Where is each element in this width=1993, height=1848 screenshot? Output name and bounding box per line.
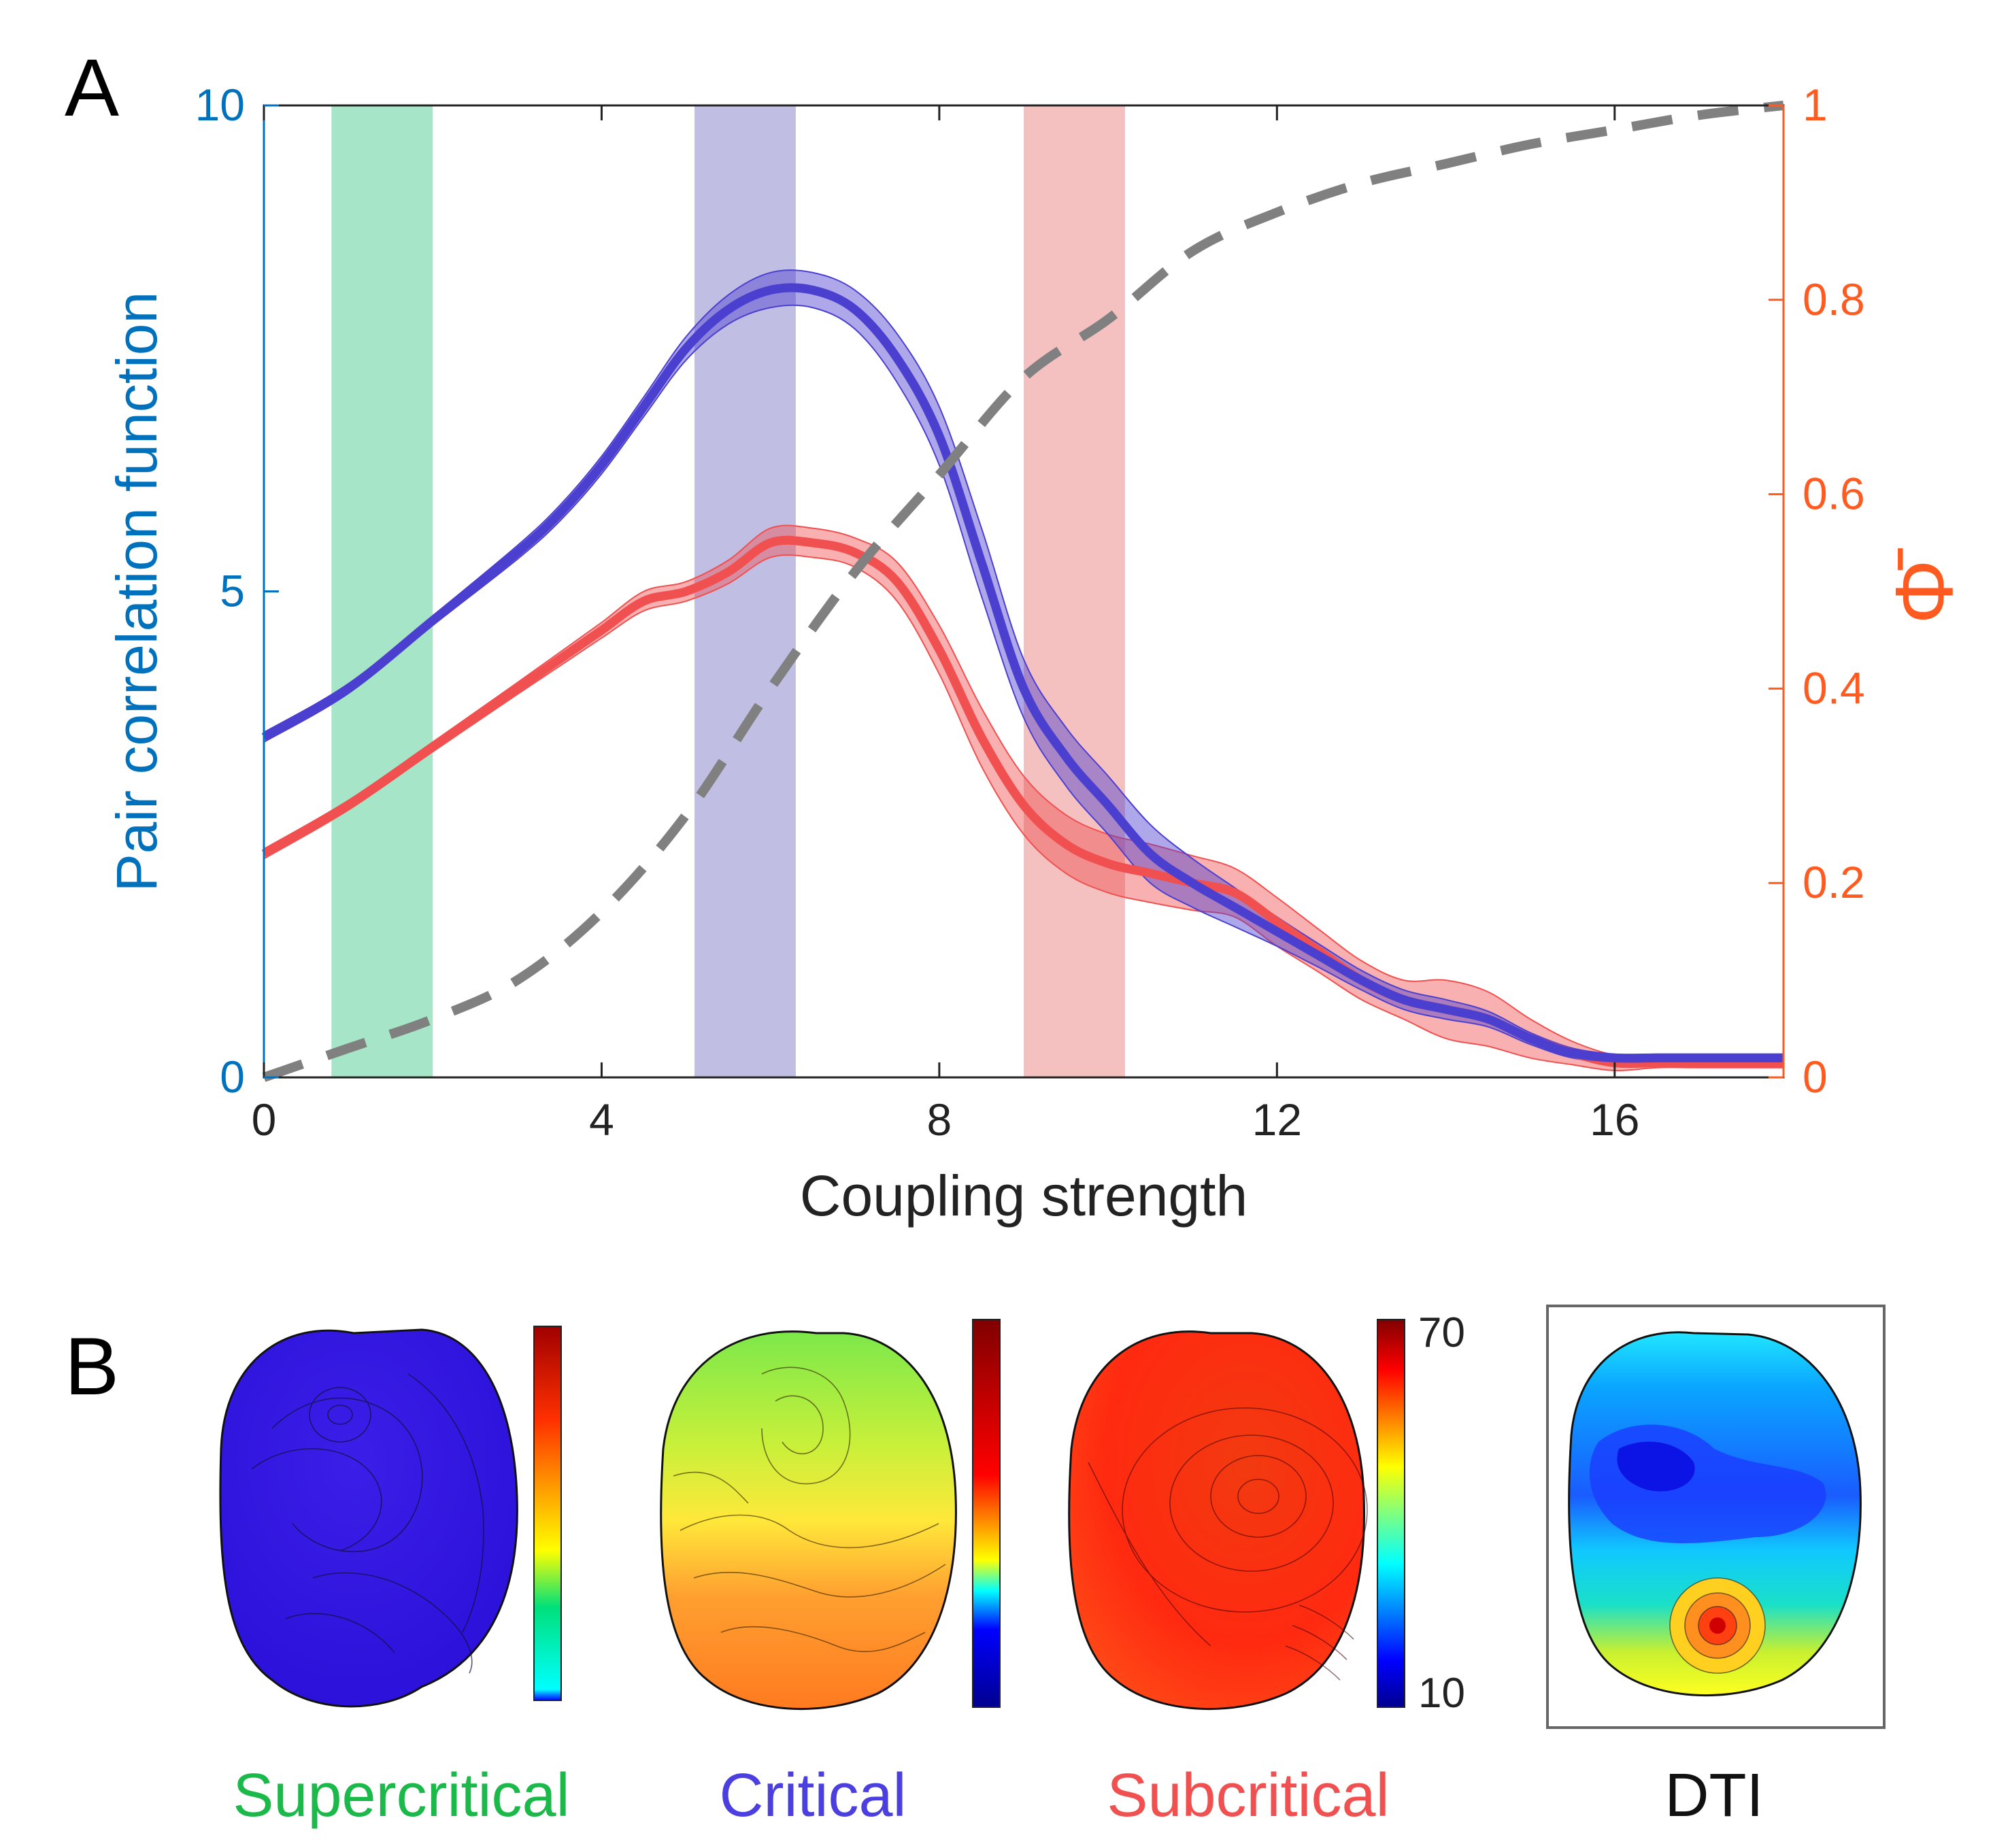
y-tick-label: 0 (220, 1052, 245, 1102)
y-axis-right-label: Φ̄ (1879, 548, 1970, 624)
colorbar-critical (972, 1319, 1001, 1708)
label-supercritical: Supercritical (233, 1762, 569, 1830)
band-subcritical (1024, 105, 1125, 1077)
y-tick-label: 5 (220, 566, 245, 616)
x-tick-label: 0 (252, 1094, 277, 1145)
map-dti (1568, 1331, 1862, 1697)
highlight-bands (331, 105, 1125, 1077)
x-tick-label: 16 (1590, 1094, 1639, 1145)
map-critical (660, 1330, 957, 1711)
panel-a-label: A (65, 42, 119, 133)
y-tick-right-label: 0.4 (1803, 662, 1865, 713)
axes: 0 4 8 12 16 0 5 10 0 0.2 0.4 0.6 0.8 1 (195, 80, 1865, 1145)
phi-series-line (262, 101, 1784, 1082)
y-tick-right-label: 0.2 (1803, 857, 1865, 907)
label-subcritical: Subcritical (1107, 1762, 1389, 1830)
colorbar-label-min: 10 (1418, 1670, 1465, 1717)
series-lines (261, 101, 1784, 1082)
map-supercritical (219, 1328, 518, 1708)
colorbar-label-max: 70 (1418, 1309, 1465, 1356)
blue-series-line (261, 283, 1783, 1063)
y-tick-right-label: 0.6 (1803, 469, 1865, 519)
y-tick-right-label: 0 (1803, 1052, 1828, 1102)
y-tick-right-label: 1 (1803, 80, 1828, 130)
x-axis-label: Coupling strength (800, 1164, 1247, 1228)
band-supercritical (331, 105, 433, 1077)
label-critical: Critical (719, 1762, 906, 1830)
y-tick-right-label: 0.8 (1803, 274, 1865, 324)
y-tick-label: 10 (195, 80, 245, 130)
map-subcritical (1068, 1330, 1368, 1711)
y-axis-label: Pair correlation function (105, 292, 169, 892)
panel-b-label: B (65, 1321, 119, 1412)
colorbar-subcritical (1377, 1319, 1405, 1708)
colorbar-supercritical (533, 1326, 562, 1701)
x-tick-label: 8 (927, 1094, 952, 1145)
x-tick-label: 12 (1252, 1094, 1302, 1145)
label-dti: DTI (1665, 1762, 1764, 1830)
x-tick-label: 4 (589, 1094, 614, 1145)
